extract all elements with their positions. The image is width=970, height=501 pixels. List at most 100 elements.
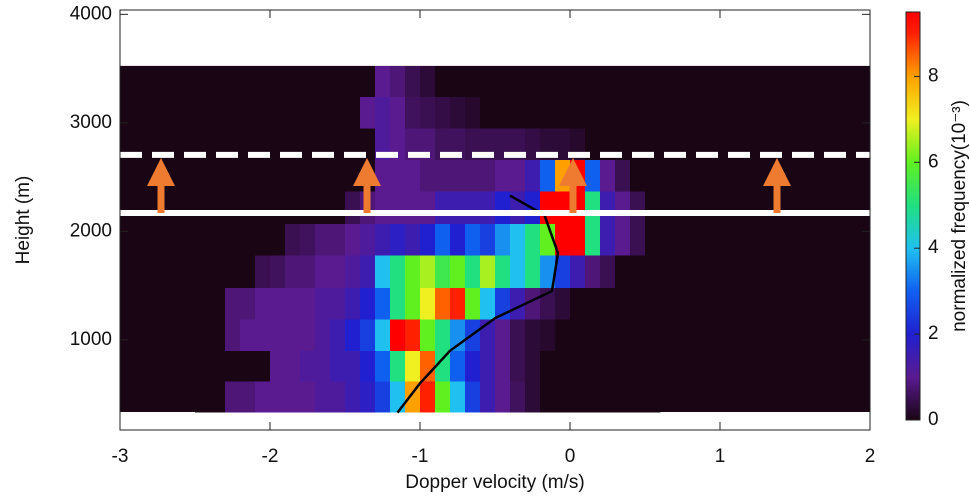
heatmap-cell xyxy=(270,65,286,98)
heatmap-cell xyxy=(510,287,526,320)
heatmap-cell xyxy=(510,350,526,382)
heatmap-cell xyxy=(315,381,331,413)
colorbar xyxy=(905,11,921,421)
heatmap-cell xyxy=(630,350,646,382)
heatmap-cell xyxy=(360,319,376,352)
heatmap-cell xyxy=(585,287,601,320)
heatmap-cell xyxy=(240,350,256,382)
heatmap-cell xyxy=(255,159,271,192)
heatmap-cell xyxy=(510,96,526,129)
heatmap-cell xyxy=(510,191,526,225)
heatmap-cell xyxy=(390,96,406,129)
heatmap-cell xyxy=(435,287,451,320)
heatmap-cell xyxy=(540,96,556,129)
heatmap-cell xyxy=(390,191,406,225)
heatmap-cell xyxy=(600,319,616,352)
heatmap-cell xyxy=(480,255,496,289)
heatmap-cell xyxy=(450,191,466,225)
heatmap-cell xyxy=(390,350,406,382)
heatmap-cell xyxy=(570,223,586,256)
heatmap-cell xyxy=(225,287,241,320)
heatmap-cell xyxy=(480,223,496,256)
heatmap-cell xyxy=(315,287,331,320)
heatmap-cell xyxy=(480,159,496,192)
heatmap-cell xyxy=(240,319,256,352)
heatmap-cell xyxy=(540,191,556,225)
heatmap-cell xyxy=(270,381,286,413)
heatmap-cell xyxy=(540,255,556,289)
heatmap-cell xyxy=(525,159,541,192)
heatmap-cell xyxy=(360,65,376,98)
heatmap-cell xyxy=(615,381,631,413)
heatmap-cell xyxy=(600,287,616,320)
heatmap-cell xyxy=(315,96,331,129)
heatmap-cell xyxy=(345,255,361,289)
heatmap-cell xyxy=(300,159,316,192)
heatmap-cell xyxy=(480,350,496,382)
heatmap-cell xyxy=(390,319,406,352)
heatmap-cell xyxy=(465,350,481,382)
heatmap-cell xyxy=(255,287,271,320)
heatmap-cell xyxy=(495,65,511,98)
heatmap-cell xyxy=(600,350,616,382)
colorbar-tick-label: 4 xyxy=(928,237,939,258)
heatmap-cell xyxy=(570,65,586,98)
heatmap-cell xyxy=(465,159,481,192)
heatmap-cell xyxy=(255,191,271,225)
heatmap-cell xyxy=(615,96,631,129)
heatmap-cell xyxy=(525,350,541,382)
heatmap-cell xyxy=(210,319,226,352)
heatmap-cell xyxy=(555,381,571,413)
heatmap-cell xyxy=(585,381,601,413)
x-tick-label: -3 xyxy=(112,446,129,467)
heatmap-cell xyxy=(420,96,436,129)
heatmap-cell xyxy=(225,350,241,382)
heatmap-cell xyxy=(645,96,661,129)
heatmap-cell xyxy=(315,191,331,225)
heatmap-cell xyxy=(645,319,661,352)
heatmap-cell xyxy=(300,255,316,289)
colorbar-tick-label: 8 xyxy=(928,65,939,86)
heatmap-cell xyxy=(405,255,421,289)
heatmap-cell xyxy=(645,381,661,413)
y-axis-label: Height (m) xyxy=(13,176,34,265)
heatmap-cell xyxy=(240,381,256,413)
heatmap-cell xyxy=(600,255,616,289)
heatmap-cell xyxy=(495,191,511,225)
heatmap-cell xyxy=(555,255,571,289)
heatmap-cell xyxy=(645,287,661,320)
mean-profile-line xyxy=(396,194,560,414)
heatmap-cell xyxy=(465,223,481,256)
heatmap-cell xyxy=(630,381,646,413)
heatmap-cell xyxy=(375,319,391,352)
heatmap-cell xyxy=(510,223,526,256)
heatmap-cell xyxy=(585,65,601,98)
heatmap-cell xyxy=(525,96,541,129)
heatmap-cell xyxy=(450,223,466,256)
heatmap-cell xyxy=(495,381,511,413)
heatmap-cell xyxy=(450,287,466,320)
heatmap-cell xyxy=(210,287,226,320)
heatmap-cell xyxy=(195,255,211,289)
heatmap-cell xyxy=(555,287,571,320)
heatmap-cell xyxy=(345,287,361,320)
heatmap-cell xyxy=(555,319,571,352)
heatmap-cell xyxy=(195,350,211,382)
heatmap-cell xyxy=(210,223,226,256)
heatmap-cell xyxy=(615,65,631,98)
heatmap-cell xyxy=(570,287,586,320)
heatmap-cell xyxy=(225,381,241,413)
heatmap-cell xyxy=(240,191,256,225)
heatmap-cell xyxy=(270,191,286,225)
heatmap-cell xyxy=(450,350,466,382)
heatmap-cell xyxy=(585,319,601,352)
heatmap-cell xyxy=(585,191,601,225)
x-axis-label: Dopper velocity (m/s) xyxy=(405,472,585,493)
heatmap-cell xyxy=(615,191,631,225)
colorbar-tick-label: 0 xyxy=(928,409,939,430)
heatmap-cell xyxy=(330,96,346,129)
heatmap-cell xyxy=(420,65,436,98)
heatmap-cell xyxy=(315,223,331,256)
heatmap-cell xyxy=(570,255,586,289)
heatmap-cell xyxy=(330,350,346,382)
